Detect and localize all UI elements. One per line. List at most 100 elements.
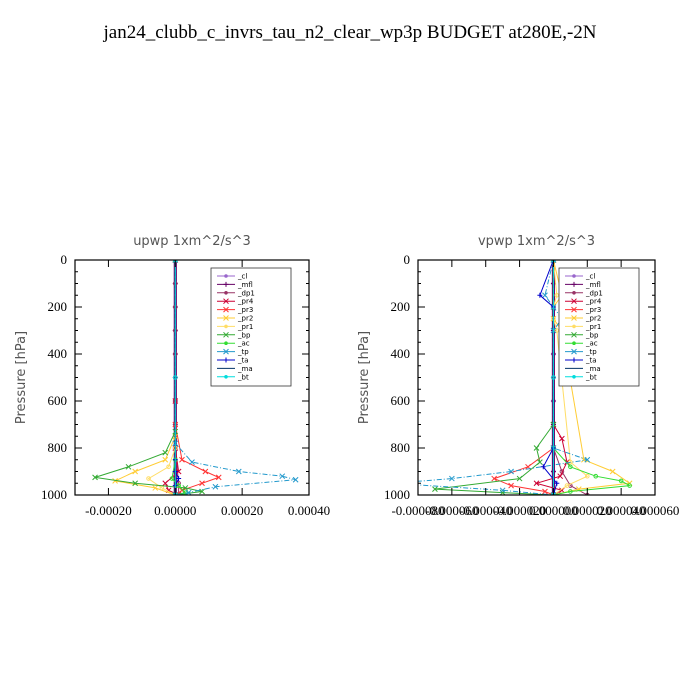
data-point [609, 468, 616, 475]
page-title: jan24_clubb_c_invrs_tau_n2_clear_wp3p BU… [103, 22, 597, 43]
data-point [152, 485, 159, 491]
legend-label: _ac [585, 340, 598, 348]
y-tick-label: 400 [48, 346, 68, 361]
data-point [199, 480, 205, 487]
y-tick-label: 600 [48, 393, 68, 408]
legend-marker [224, 291, 228, 295]
legend-marker [571, 298, 577, 305]
legend-label: _mfl [585, 281, 601, 289]
x-tick-label: 0.000020 [563, 503, 612, 518]
series-line-ac [552, 260, 632, 495]
x-tick-label: 0.000040 [597, 503, 646, 518]
y-axis-title: Pressure [hPa] [14, 331, 29, 424]
data-point [172, 492, 179, 495]
panel-title: vpwp 1xm^2/s^3 [478, 234, 595, 249]
data-point [559, 487, 565, 494]
legend-label: _tp [585, 348, 597, 356]
data-point [491, 475, 498, 482]
legend-label: _cl [237, 273, 247, 281]
data-point [132, 480, 139, 487]
data-point [593, 473, 599, 479]
legend-label: _pr3 [585, 306, 601, 314]
panel-title: upwp 1xm^2/s^3 [133, 234, 251, 249]
legend-marker [572, 341, 576, 346]
x-tick-label: -0.000040 [459, 503, 512, 518]
data-point [540, 464, 546, 470]
y-tick-label: 800 [48, 440, 68, 455]
legend-marker [571, 331, 577, 338]
data-point [172, 260, 179, 263]
data-point [508, 482, 514, 489]
legend-label: _bt [237, 373, 249, 381]
data-point [618, 478, 624, 484]
y-tick-label: 400 [391, 346, 411, 361]
legend-label: _pr4 [585, 298, 602, 306]
data-point [627, 483, 632, 488]
data-point [516, 475, 523, 482]
x-tick-label: 0.000000 [529, 503, 578, 518]
legend-label: _bp [237, 331, 251, 339]
y-tick-label: 200 [48, 299, 68, 314]
data-point [432, 486, 438, 492]
legend-label: _ta [585, 357, 597, 365]
data-point [125, 463, 132, 470]
data-point [176, 476, 182, 482]
data-point [292, 476, 299, 483]
data-point [568, 464, 573, 470]
x-tick-label: 0.000060 [631, 503, 680, 518]
series-line-pr4 [534, 260, 568, 495]
legend-label: _tp [237, 348, 249, 356]
data-point [559, 435, 565, 442]
legend-label: _cl [585, 273, 595, 281]
y-tick-label: 1000 [384, 487, 410, 502]
data-point [542, 292, 548, 299]
data-point [568, 489, 573, 494]
data-point [550, 260, 557, 263]
data-point [584, 456, 591, 463]
legend-marker [223, 298, 229, 305]
data-point [166, 464, 171, 470]
data-point [568, 459, 573, 465]
legend-label: _pr1 [585, 323, 601, 331]
x-tick-label: -0.00020 [85, 503, 132, 518]
legend-marker [223, 348, 229, 355]
data-point [564, 483, 570, 488]
series-line-pr2 [113, 260, 176, 495]
data-point [179, 456, 185, 463]
data-point [550, 492, 557, 495]
data-point [185, 489, 192, 495]
y-tick-label: 1000 [41, 487, 67, 502]
legend-marker [223, 315, 229, 321]
legend-marker [223, 357, 229, 363]
data-point [554, 480, 560, 486]
legend-marker [571, 348, 577, 355]
data-point [92, 474, 98, 481]
legend-label: _pr3 [237, 306, 253, 314]
y-tick-label: 600 [391, 393, 411, 408]
data-point [449, 475, 455, 482]
y-tick-label: 200 [391, 299, 411, 314]
legend-marker [571, 357, 577, 363]
legend-marker [572, 324, 576, 329]
data-point [112, 478, 118, 484]
legend-label: _dp1 [237, 289, 255, 297]
chart-panel-vpwp: vpwp 1xm^2/s^3 Pressure [hPa] 0 200 400 600 80… [357, 234, 679, 518]
data-point [199, 488, 205, 495]
x-tick-label: -0.000060 [425, 503, 478, 518]
data-point [146, 476, 151, 481]
data-point [508, 468, 514, 475]
data-point [162, 449, 169, 456]
data-point [537, 292, 543, 298]
x-tick-label: -0.000080 [391, 503, 444, 518]
legend-marker [224, 324, 228, 329]
data-point [175, 468, 182, 475]
y-axis-title: Pressure [hPa] [357, 331, 372, 424]
series-line-bp [434, 260, 554, 495]
legend-marker [571, 281, 577, 287]
series-line-pr1 [147, 260, 176, 495]
legend-marker [223, 281, 229, 287]
series-line-tp [174, 260, 296, 495]
legend-label: _mfl [237, 281, 253, 289]
legend-marker [572, 291, 576, 295]
